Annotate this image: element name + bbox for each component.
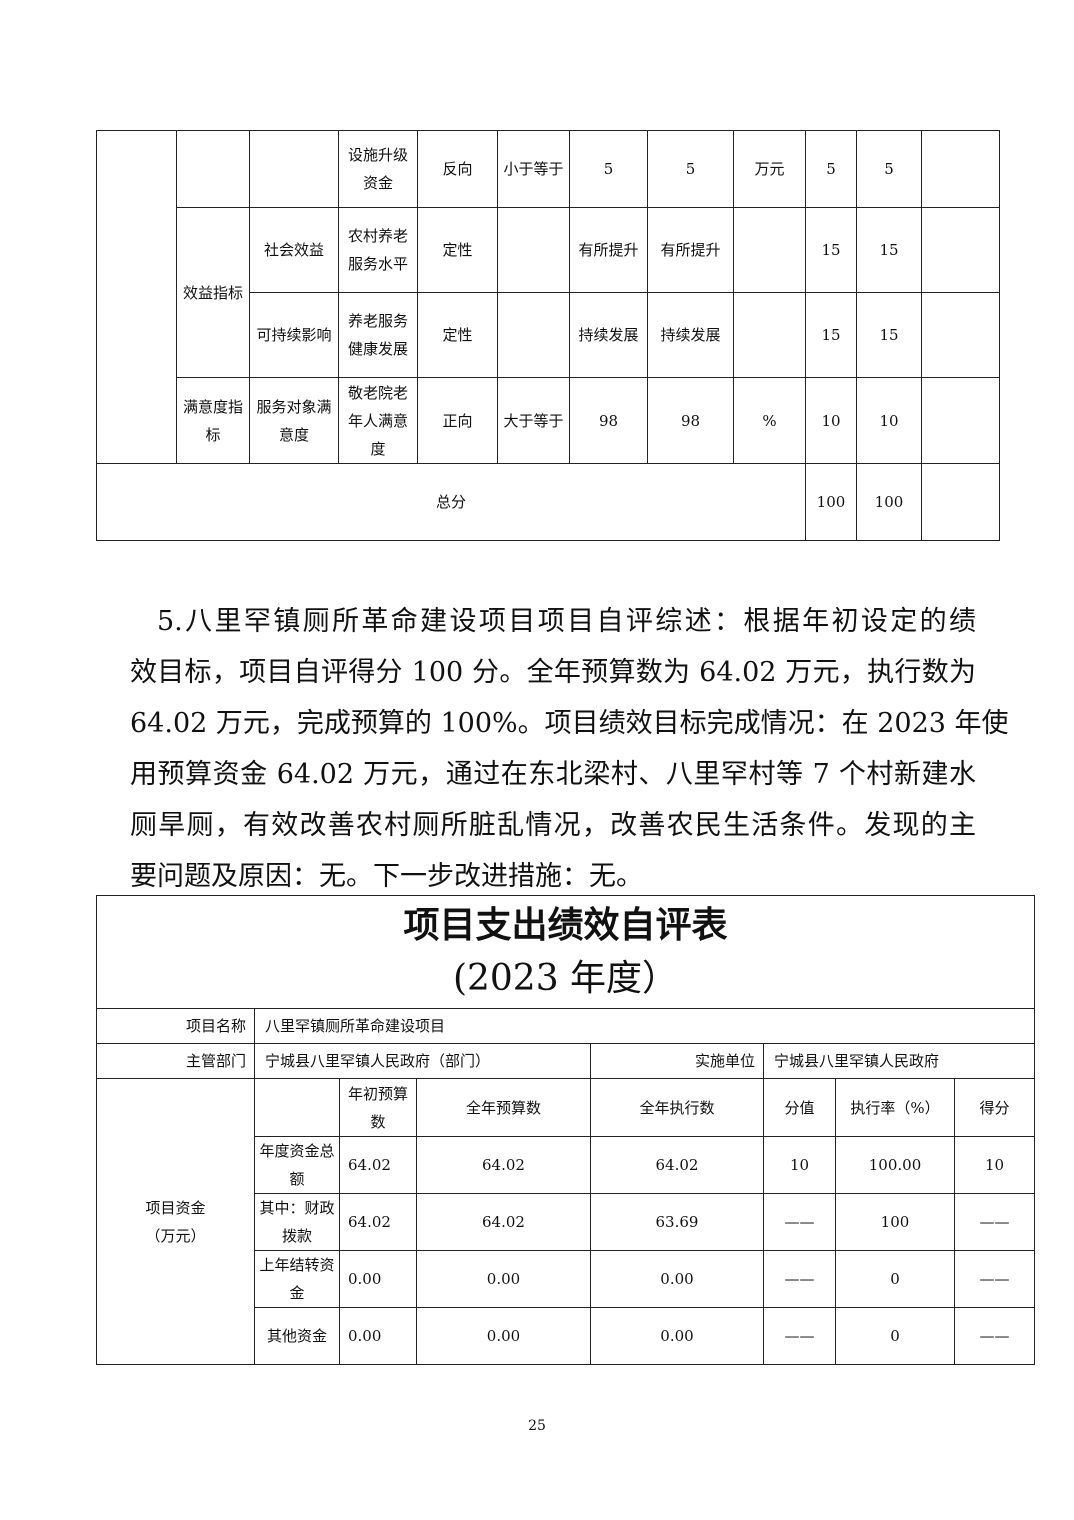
total-row: 总分 100 100 <box>96 463 1000 541</box>
total-label: 总分 <box>96 463 806 541</box>
group-benefit: 效益指标 <box>176 207 250 378</box>
department: 宁城县八里罕镇人民政府（部门） <box>254 1043 591 1079</box>
table-row: 满意度指标 服务对象满意度 敬老院老年人满意度 正向 大于等于 98 98 % … <box>97 377 1000 464</box>
table-row: 可持续影响 养老服务健康发展 定性 持续发展 持续发展 15 15 <box>97 292 1000 378</box>
header-row: 项目资金（万元） 年初预算数 全年预算数 全年执行数 分值 执行率（%） 得分 <box>96 1078 1036 1365</box>
performance-indicator-table: 设施升级资金 反向 小于等于 5 5 万元 5 5 效益指标 社会效益 农村养老… <box>96 130 1000 541</box>
page-number: 25 <box>528 1418 546 1434</box>
table-title: 项目支出绩效自评表 (2023 年度） <box>95 895 1036 1009</box>
funds-label: 项目资金（万元） <box>96 1078 255 1365</box>
summary-paragraph: 5.八里罕镇厕所革命建设项目项目自评综述：根据年初设定的绩 效目标，项目自评得分… <box>130 606 1009 892</box>
table-row: 年度资金总额 64.02 64.02 64.02 10 100.00 10 <box>97 1136 1036 1194</box>
table-row: 上年结转资金 0.00 0.00 0.00 —— 0 —— <box>97 1250 1036 1308</box>
table-row: 设施升级资金 反向 小于等于 5 5 万元 5 5 <box>96 130 1000 464</box>
table-subtitle: (2023 年度） <box>452 958 679 999</box>
table-row: 其他资金 0.00 0.00 0.00 —— 0 —— <box>97 1307 1036 1365</box>
group-satisfaction: 满意度指标 <box>176 377 250 464</box>
implementing-unit: 宁城县八里罕镇人民政府 <box>762 1043 1036 1079</box>
project-name: 八里罕镇厕所革命建设项目 <box>253 1008 1036 1044</box>
table-row: 其中：财政拨款 64.02 64.02 63.69 —— 100 —— <box>97 1193 1036 1251</box>
self-evaluation-table: 项目支出绩效自评表 (2023 年度） 项目名称 八里罕镇厕所革命建设项目 主管… <box>95 895 1036 1365</box>
table-row: 效益指标 社会效益 农村养老服务水平 定性 有所提升 有所提升 15 15 <box>97 207 1000 378</box>
